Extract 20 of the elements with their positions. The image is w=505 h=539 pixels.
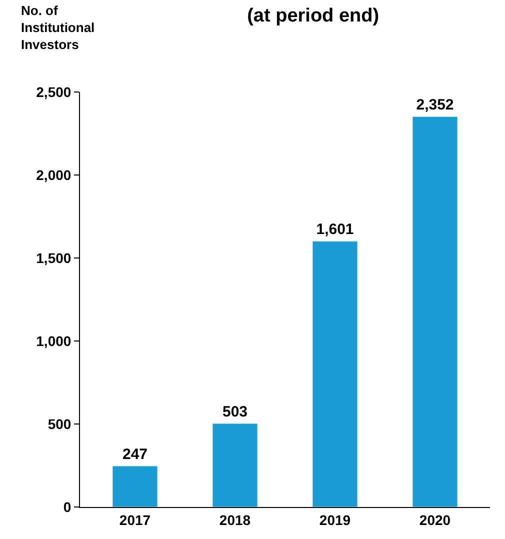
x-tick-label: 2017 (119, 512, 151, 528)
bar (312, 240, 358, 507)
y-tick-label: 1,500 (36, 250, 72, 266)
data-label: 503 (222, 404, 248, 420)
bar (412, 116, 458, 507)
bar (112, 466, 158, 507)
bar (212, 423, 258, 507)
chart-title: (at period end) (247, 5, 380, 26)
y-tick-label: 0 (63, 498, 72, 515)
y-tick-label: 2,500 (36, 84, 72, 100)
y-tick-label: 2,000 (36, 166, 72, 183)
x-tick-label: 2019 (319, 512, 351, 528)
x-tick-label: 2020 (419, 512, 451, 528)
data-label: 1,601 (316, 221, 354, 238)
x-tick-label: 2018 (219, 512, 251, 528)
y-axis-title: No. of Institutional Investors (21, 3, 95, 52)
y-tick-label: 500 (48, 416, 72, 432)
y-tick-label: 1,000 (36, 332, 72, 349)
data-label: 247 (122, 446, 148, 463)
data-label: 2,352 (416, 96, 454, 114)
